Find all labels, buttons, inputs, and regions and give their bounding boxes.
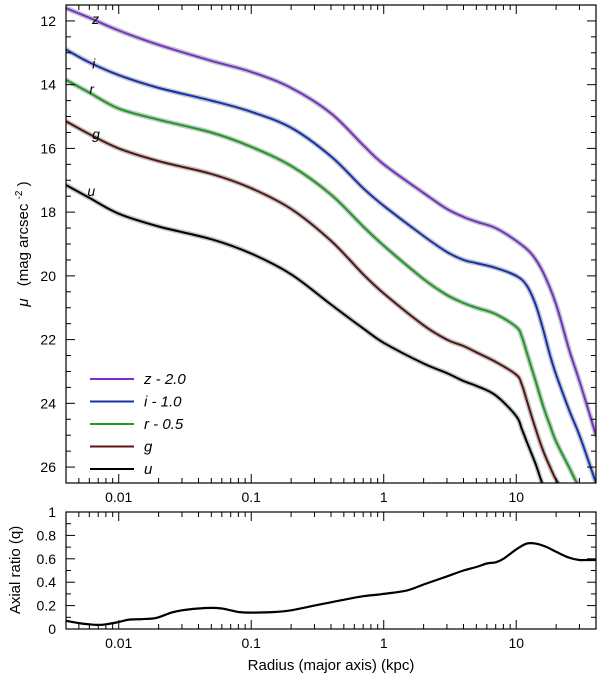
profile-line-r bbox=[66, 79, 579, 483]
profile-line-g bbox=[66, 120, 560, 483]
y-tick-label-bottom: 0.4 bbox=[37, 574, 57, 590]
y-tick-label-bottom: 1 bbox=[48, 504, 56, 520]
x-tick-label-bottom: 1 bbox=[380, 635, 388, 651]
y-tick-label-top: 22 bbox=[40, 332, 56, 348]
x-tick-label-top: 1 bbox=[380, 489, 388, 505]
top-axis-ticks: 0.01 0.1 1 10 12 14 16 18 20 22 24 26 bbox=[40, 5, 597, 505]
x-tick-label-top: 0.01 bbox=[105, 489, 132, 505]
legend-label: i - 1.0 bbox=[144, 394, 182, 411]
y-tick-label-top: 14 bbox=[40, 77, 56, 93]
bottom-axis-ticks: 0.01 0.1 1 10 0 0.2 0.4 0.6 0.8 1 bbox=[37, 504, 597, 651]
y-tick-label-bottom: 0 bbox=[48, 621, 56, 637]
y-tick-label-top: 18 bbox=[40, 204, 56, 220]
y-tick-label-top: 26 bbox=[40, 459, 56, 475]
profile-envelope-r bbox=[66, 77, 581, 483]
legend-label: g bbox=[144, 439, 153, 456]
profile-line-z bbox=[66, 7, 596, 436]
profile-line-i bbox=[66, 48, 596, 483]
legend: z - 2.0 i - 1.0 r - 0.5 gu bbox=[90, 371, 186, 478]
y-tick-label-top: 16 bbox=[40, 140, 56, 156]
profile-curves bbox=[66, 5, 596, 483]
profile-envelope-u bbox=[66, 182, 545, 483]
profile-line-u bbox=[66, 184, 544, 483]
band-label-z: z bbox=[91, 11, 99, 27]
legend-label: z - 2.0 bbox=[143, 371, 186, 388]
legend-label: r - 0.5 bbox=[144, 416, 184, 433]
y-tick-label-top: 20 bbox=[40, 268, 56, 284]
x-tick-label-top: 10 bbox=[508, 489, 524, 505]
y-tick-label-top: 24 bbox=[40, 395, 56, 411]
ylabel-main: (mag arcsec bbox=[15, 203, 32, 286]
band-label-i: i bbox=[92, 56, 96, 72]
band-label-u: u bbox=[87, 183, 95, 199]
axial-ratio-curve bbox=[66, 541, 596, 627]
band-label-g: g bbox=[92, 126, 100, 142]
axial-ratio-line bbox=[66, 541, 596, 627]
y-axis-title-bottom: Axial ratio (q) bbox=[7, 526, 24, 614]
y-axis-title-top: μ (mag arcsec -2 ) bbox=[9, 181, 32, 307]
y-tick-label-bottom: 0.8 bbox=[37, 527, 57, 543]
band-labels: z ir g u bbox=[87, 11, 100, 199]
ylabel-close: ) bbox=[15, 181, 32, 186]
x-tick-label-top: 0.1 bbox=[241, 489, 261, 505]
bottom-plot-frame bbox=[65, 511, 597, 630]
legend-label: u bbox=[144, 461, 153, 478]
x-tick-label-bottom: 10 bbox=[508, 635, 524, 651]
x-tick-label-bottom: 0.1 bbox=[241, 635, 261, 651]
band-label-r: r bbox=[89, 81, 95, 97]
y-tick-label-bottom: 0.6 bbox=[37, 551, 57, 567]
x-tick-label-bottom: 0.01 bbox=[105, 635, 132, 651]
y-tick-label-top: 12 bbox=[40, 13, 56, 29]
axial-ratio-panel: 0.01 0.1 1 10 0 0.2 0.4 0.6 0.8 1 Axial ratio (q)… bbox=[7, 504, 597, 674]
mu-symbol: μ bbox=[15, 298, 32, 307]
ylabel-exponent: -2 bbox=[14, 190, 25, 199]
y-tick-label-bottom: 0.2 bbox=[37, 598, 57, 614]
x-axis-title: Radius (major axis) (kpc) bbox=[248, 657, 415, 674]
